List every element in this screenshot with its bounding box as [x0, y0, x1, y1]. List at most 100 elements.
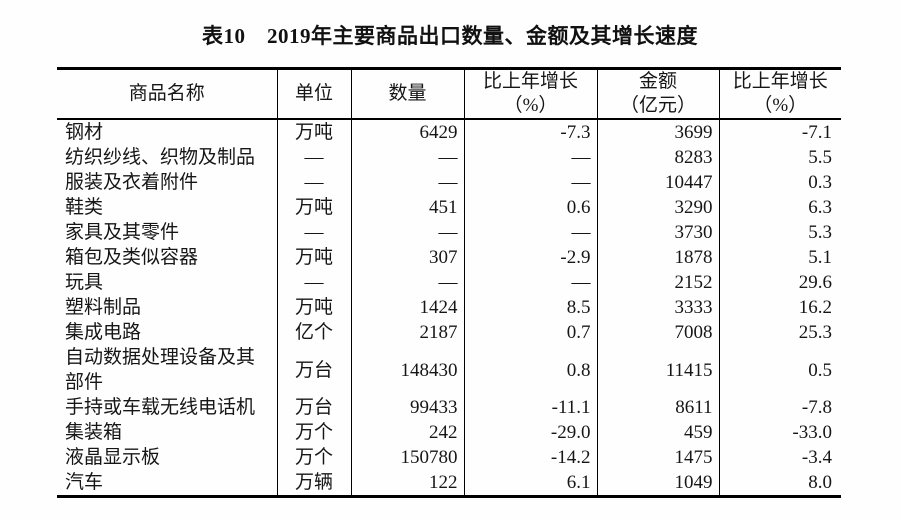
cell-value_growth: 16.2 — [798, 297, 832, 318]
cell-quantity: 122 — [351, 470, 465, 497]
cell-name: 自动数据处理设备及其部件 — [57, 345, 278, 395]
cell-unit: 万台 — [277, 395, 352, 420]
cell-value_growth: 0.5 — [808, 359, 832, 381]
cell-qty_growth: — — [464, 170, 598, 195]
cell-qty_growth: — — [464, 270, 598, 295]
cell-qty_growth: -29.0 — [464, 420, 598, 445]
cell-quantity: 451 — [351, 195, 465, 220]
table-row: 箱包及类似容器 万吨 307 -2.9 1878 5.1 — [57, 245, 841, 270]
export-commodities-table: 商品名称 单位 数量 比上年增长 （%） 金额 （亿元） 比上年增长 （%） 钢材 万吨 64… — [57, 67, 841, 498]
cell-value_growth: 6.3 — [808, 197, 832, 218]
table-row: 液晶显示板 万个 150780 -14.2 1475 -3.4 — [57, 445, 841, 470]
table-body: 钢材 万吨 6429 -7.3 3699 -7.1 纺织纱线、织物及制品 — — —8283 5.5… — [57, 119, 841, 497]
cell-value: 8283 — [597, 145, 720, 170]
cell-value_growth: -3.4 — [801, 447, 832, 468]
cell-unit: 万台 — [277, 345, 352, 395]
table-title: 表10 2019年主要商品出口数量、金额及其增长速度 — [202, 24, 698, 48]
cell-unit: 亿个 — [277, 320, 352, 345]
cell-value: 3333 — [597, 295, 720, 320]
column-header-name: 商品名称 — [57, 68, 278, 120]
table-row: 家具及其零件 — — —3730 5.3 — [57, 220, 841, 245]
cell-name: 集成电路 — [57, 320, 278, 345]
cell-name: 家具及其零件 — [57, 220, 278, 245]
cell-quantity: — — [351, 170, 465, 195]
cell-value: 10447 — [597, 170, 720, 195]
cell-name: 塑料制品 — [57, 295, 278, 320]
header-row: 商品名称 单位 数量 比上年增长 （%） 金额 （亿元） 比上年增长 （%） — [57, 68, 841, 120]
table-header: 商品名称 单位 数量 比上年增长 （%） 金额 （亿元） 比上年增长 （%） — [57, 68, 841, 120]
cell-qty_growth: 0.8 — [464, 345, 598, 395]
cell-name: 服装及衣着附件 — [57, 170, 278, 195]
cell-qty_growth: -14.2 — [464, 445, 598, 470]
cell-value_growth: 5.5 — [808, 147, 832, 168]
cell-unit: — — [277, 170, 352, 195]
cell-qty_growth: -2.9 — [464, 245, 598, 270]
cell-name: 钢材 — [57, 119, 278, 145]
cell-value_growth: 29.6 — [798, 272, 832, 293]
cell-quantity: — — [351, 270, 465, 295]
cell-unit: 万吨 — [277, 195, 352, 220]
cell-unit: 万个 — [277, 445, 352, 470]
table-row: 服装及衣着附件 — — —10447 0.3 — [57, 170, 841, 195]
cell-value_growth: -7.1 — [801, 122, 832, 143]
cell-name: 玩具 — [57, 270, 278, 295]
cell-value_growth: 5.1 — [808, 247, 832, 268]
cell-value_growth: 8.0 — [808, 472, 832, 493]
cell-name: 鞋类 — [57, 195, 278, 220]
cell-name: 箱包及类似容器 — [57, 245, 278, 270]
table-row: 玩具 — — —2152 29.6 — [57, 270, 841, 295]
table-row: 自动数据处理设备及其部件 万台 148430 0.8 11415 0.5 — [57, 345, 841, 395]
cell-unit: — — [277, 145, 352, 170]
cell-value: 3699 — [597, 119, 720, 145]
cell-value_growth: 25.3 — [798, 322, 832, 343]
cell-quantity: — — [351, 145, 465, 170]
cell-name: 液晶显示板 — [57, 445, 278, 470]
cell-qty_growth: 0.7 — [464, 320, 598, 345]
cell-unit: 万吨 — [277, 295, 352, 320]
cell-quantity: 2187 — [351, 320, 465, 345]
cell-value: 1049 — [597, 470, 720, 497]
cell-value: 1475 — [597, 445, 720, 470]
column-header-qty_growth: 比上年增长 （%） — [464, 68, 598, 120]
cell-quantity: 6429 — [351, 119, 465, 145]
cell-qty_growth: 8.5 — [464, 295, 598, 320]
column-header-quantity: 数量 — [351, 68, 465, 120]
cell-quantity: 148430 — [351, 345, 465, 395]
cell-value_growth: 0.3 — [808, 172, 832, 193]
cell-name: 汽车 — [57, 470, 278, 497]
cell-unit: — — [277, 270, 352, 295]
cell-unit: 万吨 — [277, 245, 352, 270]
cell-qty_growth: — — [464, 145, 598, 170]
cell-value: 1878 — [597, 245, 720, 270]
cell-value_growth: 5.3 — [808, 222, 832, 243]
cell-value: 11415 — [597, 345, 720, 395]
cell-quantity: 1424 — [351, 295, 465, 320]
cell-value: 3730 — [597, 220, 720, 245]
cell-qty_growth: -11.1 — [464, 395, 598, 420]
cell-qty_growth: — — [464, 220, 598, 245]
cell-qty_growth: 0.6 — [464, 195, 598, 220]
cell-value_growth: -7.8 — [801, 397, 832, 418]
cell-unit: — — [277, 220, 352, 245]
table-row: 鞋类 万吨 451 0.6 3290 6.3 — [57, 195, 841, 220]
cell-unit: 万吨 — [277, 119, 352, 145]
cell-quantity: 99433 — [351, 395, 465, 420]
cell-name: 纺织纱线、织物及制品 — [57, 145, 278, 170]
cell-quantity: — — [351, 220, 465, 245]
table-row: 纺织纱线、织物及制品 — — —8283 5.5 — [57, 145, 841, 170]
cell-qty_growth: 6.1 — [464, 470, 598, 497]
cell-name: 集装箱 — [57, 420, 278, 445]
cell-value: 3290 — [597, 195, 720, 220]
table-row: 集成电路 亿个 2187 0.7 7008 25.3 — [57, 320, 841, 345]
column-header-unit: 单位 — [277, 68, 352, 120]
table-row: 汽车 万辆 122 6.1 1049 8.0 — [57, 470, 841, 497]
table-row: 集装箱 万个 242 -29.0 459 -33.0 — [57, 420, 841, 445]
column-header-value: 金额 （亿元） — [597, 68, 720, 120]
cell-quantity: 242 — [351, 420, 465, 445]
cell-name: 手持或车载无线电话机 — [57, 395, 278, 420]
cell-qty_growth: -7.3 — [464, 119, 598, 145]
cell-value_growth: -33.0 — [792, 422, 832, 443]
cell-quantity: 307 — [351, 245, 465, 270]
cell-value: 2152 — [597, 270, 720, 295]
